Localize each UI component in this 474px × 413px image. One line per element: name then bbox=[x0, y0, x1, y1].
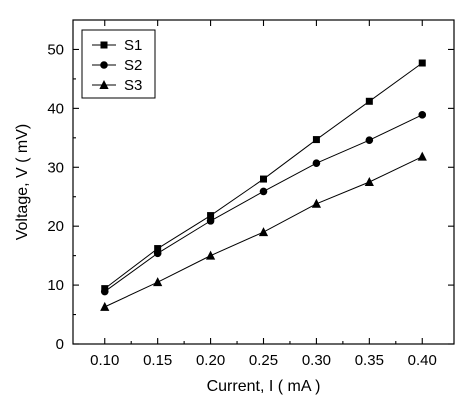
series-s1-point bbox=[312, 136, 320, 144]
legend-marker bbox=[99, 80, 109, 89]
x-tick-label: 0.15 bbox=[143, 352, 172, 369]
legend: S1 S2 S3 bbox=[81, 29, 156, 99]
series-s2 bbox=[100, 111, 427, 296]
legend-box bbox=[81, 29, 156, 99]
legend-item-s2: S2 bbox=[92, 57, 142, 74]
series-s2-point bbox=[206, 217, 215, 225]
series-s2-point bbox=[312, 159, 321, 167]
legend-item-s1: S1 bbox=[92, 37, 142, 54]
x-tick-label: 0.30 bbox=[302, 352, 331, 369]
y-tick-label: 10 bbox=[47, 277, 64, 294]
series-s3-point bbox=[417, 151, 427, 161]
series-s1-point bbox=[154, 245, 162, 253]
legend-label: S3 bbox=[124, 77, 142, 94]
series-layer bbox=[100, 59, 427, 311]
series-s2-point bbox=[418, 111, 427, 119]
y-axis-title: Voltage, V ( mV) bbox=[14, 124, 31, 241]
x-tick-label: 0.10 bbox=[90, 352, 119, 369]
series-s1-point bbox=[260, 175, 267, 183]
series-s3-point bbox=[364, 177, 374, 186]
legend-label: S1 bbox=[124, 37, 142, 54]
series-s1-point bbox=[418, 59, 426, 67]
series-s1-point bbox=[207, 212, 215, 220]
x-tick-label: 0.25 bbox=[249, 352, 278, 369]
axes: 0.10 0.15 0.20 0.25 0.30 0.35 0.40 0 10 20 30 40 50 bbox=[47, 20, 454, 369]
x-tick-label: 0.40 bbox=[408, 352, 437, 369]
legend-marker bbox=[100, 41, 108, 49]
series-s3-point bbox=[100, 301, 110, 311]
series-s1-point bbox=[365, 97, 373, 105]
legend-marker bbox=[100, 61, 108, 69]
y-tick-label: 50 bbox=[47, 41, 64, 58]
series-s3 bbox=[100, 151, 427, 311]
y-tick-label: 20 bbox=[47, 218, 64, 235]
series-s2-line bbox=[104, 114, 423, 292]
legend-label: S2 bbox=[124, 57, 142, 74]
x-tick-label: 0.35 bbox=[355, 352, 384, 369]
x-tick-label: 0.20 bbox=[196, 352, 225, 369]
x-axis-title: Current, I ( mA ) bbox=[207, 378, 321, 395]
legend-item-s3: S3 bbox=[92, 77, 142, 94]
series-s2-point bbox=[100, 287, 109, 296]
series-s3-point bbox=[258, 227, 269, 237]
series-s3-point bbox=[311, 198, 322, 208]
y-tick-label: 40 bbox=[47, 100, 64, 117]
series-s2-point bbox=[365, 136, 374, 144]
y-tick-label: 30 bbox=[47, 159, 64, 176]
series-s3-point bbox=[153, 277, 163, 287]
series-s2-point bbox=[259, 187, 268, 196]
series-s3-point bbox=[205, 250, 216, 260]
series-s2-point bbox=[153, 249, 162, 258]
y-tick-label: 0 bbox=[56, 336, 64, 353]
